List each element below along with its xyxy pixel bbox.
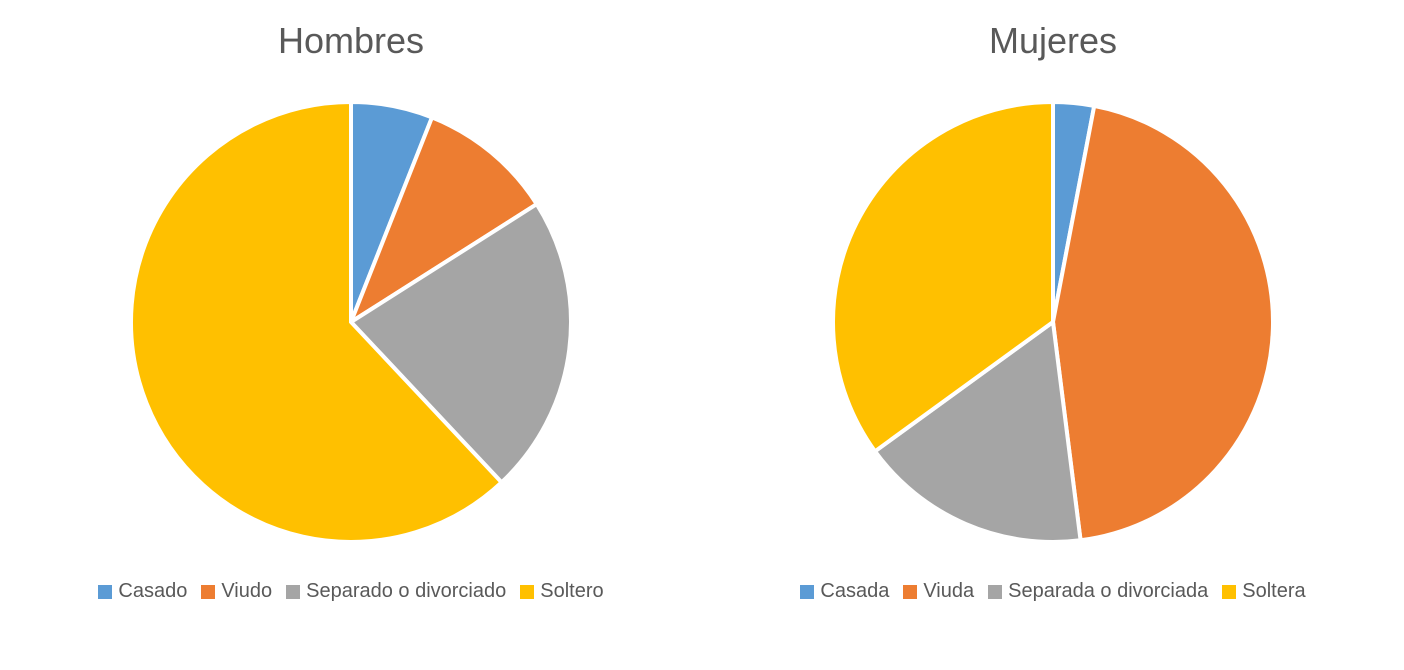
legend-item: Viudo: [201, 580, 272, 603]
charts-container: Hombres Casado Viudo Separado o divorciado…: [0, 0, 1404, 670]
legend-label: Soltero: [540, 580, 603, 603]
chart-title: Mujeres: [989, 20, 1117, 62]
legend-label: Soltera: [1242, 580, 1305, 603]
legend-label: Casada: [820, 580, 889, 603]
legend-item: Soltero: [520, 580, 603, 603]
legend-label: Viudo: [221, 580, 272, 603]
legend-swatch: [903, 585, 917, 599]
legend-mujeres: Casada Viuda Separada o divorciada Soltera: [800, 580, 1305, 603]
legend-label: Separada o divorciada: [1008, 580, 1208, 603]
legend-swatch: [520, 585, 534, 599]
legend-hombres: Casado Viudo Separado o divorciado Soltero: [98, 580, 603, 603]
legend-item: Separada o divorciada: [988, 580, 1208, 603]
legend-swatch: [98, 585, 112, 599]
legend-swatch: [201, 585, 215, 599]
legend-item: Soltera: [1222, 580, 1305, 603]
legend-item: Casada: [800, 580, 889, 603]
pie-chart-hombres: [111, 82, 591, 562]
legend-item: Casado: [98, 580, 187, 603]
chart-panel-hombres: Hombres Casado Viudo Separado o divorciado…: [41, 10, 661, 603]
legend-swatch: [988, 585, 1002, 599]
chart-panel-mujeres: Mujeres Casada Viuda Separada o divorciada…: [743, 10, 1363, 603]
chart-title: Hombres: [278, 20, 424, 62]
legend-label: Viuda: [923, 580, 974, 603]
legend-swatch: [800, 585, 814, 599]
legend-label: Casado: [118, 580, 187, 603]
legend-swatch: [1222, 585, 1236, 599]
legend-label: Separado o divorciado: [306, 580, 506, 603]
pie-chart-mujeres: [813, 82, 1293, 562]
legend-swatch: [286, 585, 300, 599]
legend-item: Viuda: [903, 580, 974, 603]
legend-item: Separado o divorciado: [286, 580, 506, 603]
pie-slice: [1053, 106, 1273, 540]
